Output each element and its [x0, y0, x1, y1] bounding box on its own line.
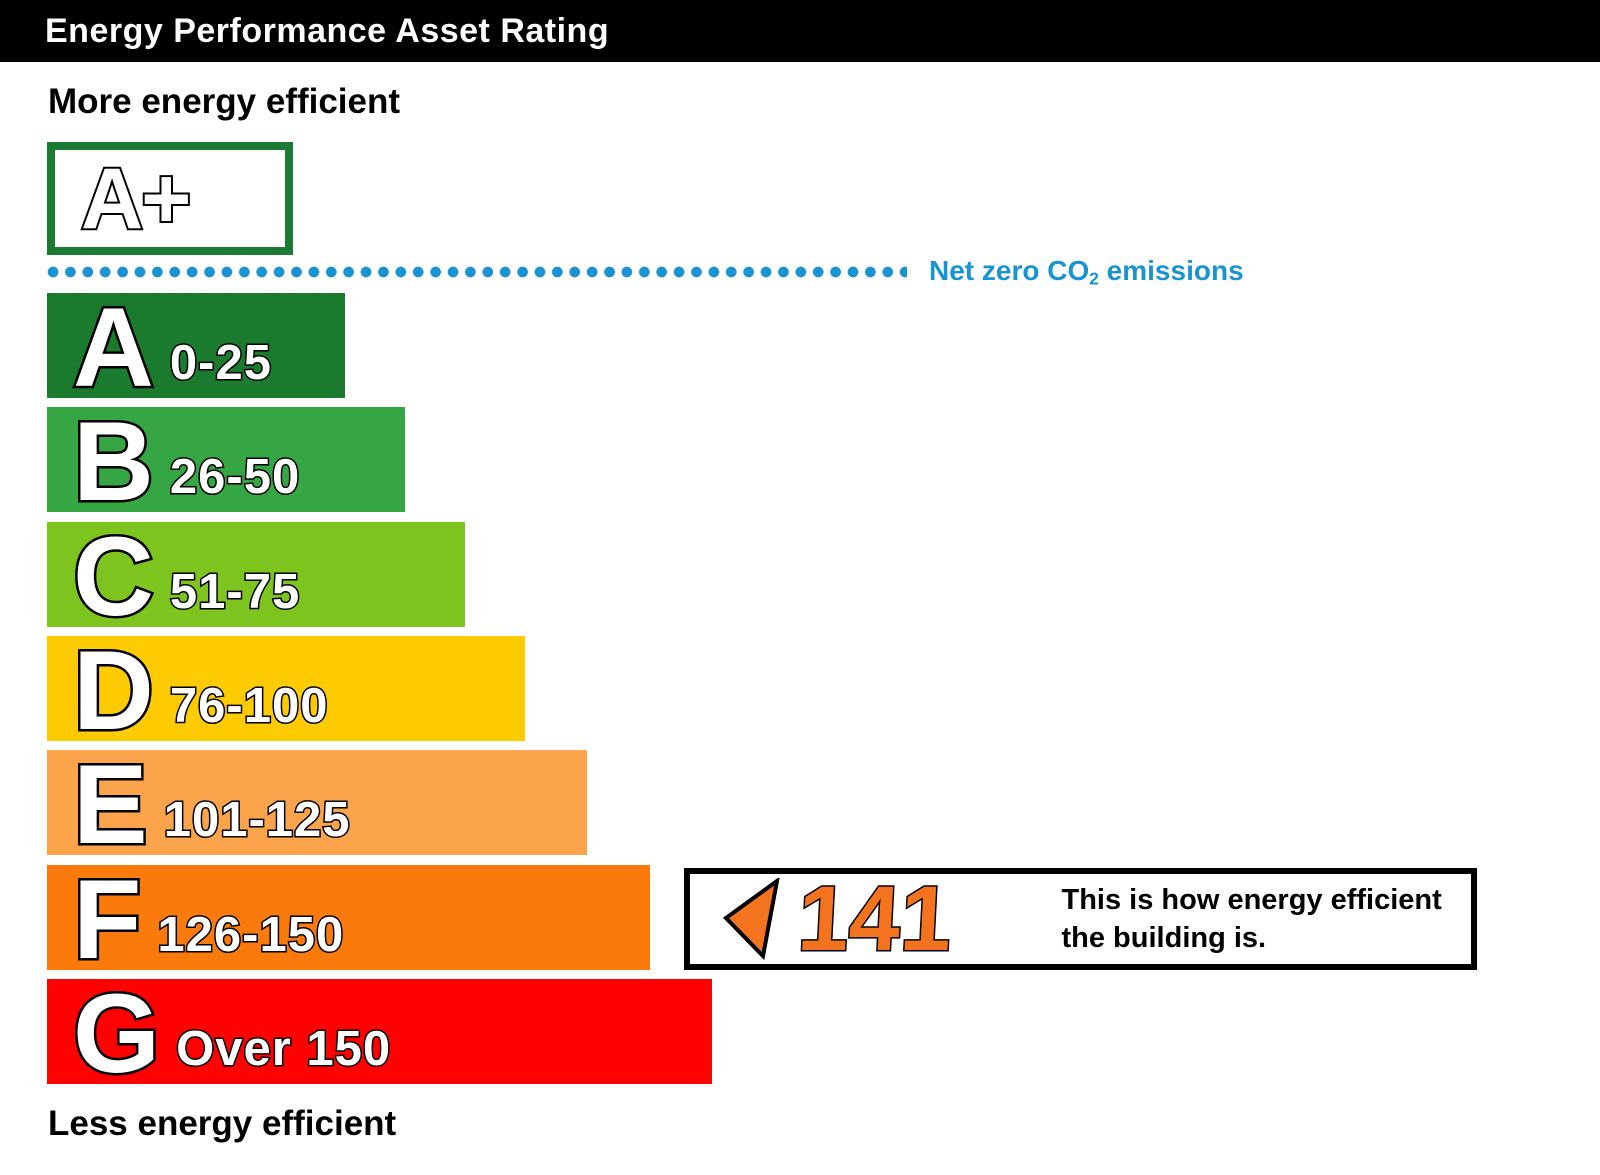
band-range: 26-50: [168, 450, 301, 504]
net-zero-label: Net zero CO2 emissions: [929, 255, 1244, 289]
band-a-plus-label: A+: [79, 150, 193, 247]
dotted-line-icon: [47, 266, 907, 278]
band-range: 101-125: [162, 793, 351, 847]
rating-band-a: A 0-25: [47, 284, 345, 410]
rating-band-b: B 26-50: [47, 398, 405, 524]
more-efficient-label: More energy efficient: [48, 82, 401, 121]
rating-band-g: G Over 150: [47, 970, 712, 1096]
net-zero-text-suffix: emissions: [1098, 254, 1244, 286]
band-letter: B: [71, 398, 157, 524]
left-arrow-icon: [722, 878, 780, 960]
rating-description-line1: This is how energy efficient: [1061, 884, 1442, 916]
band-letter: G: [70, 970, 162, 1096]
header-bar: Energy Performance Asset Rating: [0, 0, 1600, 62]
band-letter: E: [71, 741, 151, 867]
rating-indicator: 141 This is how energy efficient the bui…: [684, 867, 1477, 972]
band-range: 76-100: [168, 679, 329, 733]
rating-band-f: F 126-150: [47, 856, 650, 982]
band-letter: C: [71, 513, 157, 639]
band-a-plus: A+: [47, 142, 293, 255]
band-letter: F: [70, 856, 143, 982]
less-efficient-label: Less energy efficient: [48, 1104, 397, 1143]
net-zero-text: Net zero CO: [929, 254, 1090, 286]
rating-description: This is how energy efficient the buildin…: [1062, 881, 1442, 957]
band-range: 0-25: [168, 336, 272, 390]
rating-description-line2: the building is.: [1061, 922, 1267, 954]
rating-band-c: C 51-75: [47, 513, 465, 639]
page-title: Energy Performance Asset Rating: [45, 11, 610, 50]
net-zero-row: Net zero CO2 emissions: [47, 255, 1244, 289]
band-letter: A: [71, 284, 157, 410]
band-range: Over 150: [175, 1022, 392, 1076]
band-range: 126-150: [156, 908, 345, 962]
band-range: 51-75: [168, 565, 301, 619]
rating-band-d: D 76-100: [47, 627, 525, 753]
rating-band-e: E 101-125: [47, 741, 587, 867]
net-zero-subscript: 2: [1089, 268, 1099, 289]
rating-value: 141: [794, 867, 956, 972]
band-letter: D: [71, 627, 157, 753]
